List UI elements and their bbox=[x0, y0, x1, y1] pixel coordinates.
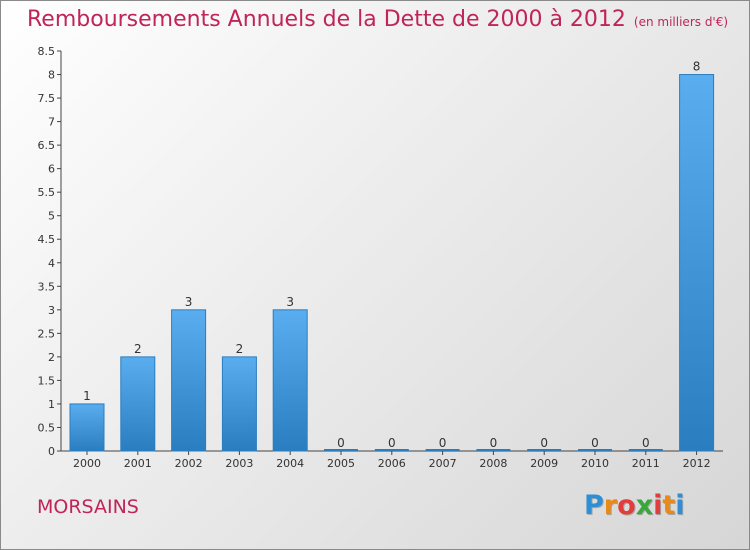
x-tick-label: 2008 bbox=[479, 457, 507, 470]
y-tick-label: 5 bbox=[48, 210, 55, 223]
bar-2001 bbox=[120, 356, 156, 452]
value-label-2008: 0 bbox=[490, 436, 498, 450]
value-label-2003: 2 bbox=[236, 342, 244, 356]
x-axis: 2000 2001 2002 2003 2004 2005 2006 2007 2008 2009… bbox=[61, 450, 723, 470]
x-tick-label: 2001 bbox=[124, 457, 152, 470]
logo-letter: i bbox=[675, 490, 685, 521]
y-tick-label: 3.5 bbox=[38, 280, 56, 293]
bar-2012 bbox=[679, 74, 715, 452]
value-label-2004: 3 bbox=[286, 295, 294, 309]
y-tick-label: 0.5 bbox=[38, 421, 56, 434]
y-tick-label: 1 bbox=[48, 398, 55, 411]
x-tick-label: 2009 bbox=[530, 457, 558, 470]
logo-letter: o bbox=[617, 490, 636, 521]
y-tick-label: 2.5 bbox=[38, 327, 56, 340]
x-tick-label: 2006 bbox=[378, 457, 406, 470]
bar-2004 bbox=[272, 309, 308, 452]
value-label-2010: 0 bbox=[591, 436, 599, 450]
proxiti-logo: Proxiti bbox=[584, 490, 685, 521]
logo-letter: r bbox=[603, 490, 618, 521]
logo-letter: t bbox=[662, 490, 676, 521]
value-label-2012: 8 bbox=[693, 60, 701, 74]
x-tick-label: 2012 bbox=[683, 457, 711, 470]
value-label-2002: 3 bbox=[185, 295, 193, 309]
y-tick-label: 6.5 bbox=[38, 139, 56, 152]
logo-letter: i bbox=[653, 490, 663, 521]
y-tick-label: 3 bbox=[48, 304, 55, 317]
chart-title: Remboursements Annuels de la Dette de 20… bbox=[27, 7, 728, 32]
chart-subtitle: (en milliers d'€) bbox=[633, 15, 729, 29]
x-tick-label: 2004 bbox=[276, 457, 304, 470]
logo-letter: P bbox=[584, 490, 604, 521]
value-label-2006: 0 bbox=[388, 436, 396, 450]
value-label-2005: 0 bbox=[337, 436, 345, 450]
title-text: Remboursements Annuels de la Dette de 20… bbox=[27, 7, 626, 32]
bar-2003 bbox=[221, 356, 257, 452]
y-tick-label: 6 bbox=[48, 163, 55, 176]
bar-2000 bbox=[69, 403, 105, 452]
x-tick-label: 2002 bbox=[175, 457, 203, 470]
value-label-2007: 0 bbox=[439, 436, 447, 450]
y-tick-label: 5.5 bbox=[38, 186, 56, 199]
y-tick-label: 0 bbox=[48, 445, 55, 458]
logo-letter: x bbox=[635, 490, 654, 521]
x-tick-label: 2005 bbox=[327, 457, 355, 470]
commune-name: MORSAINS bbox=[37, 496, 139, 518]
y-tick-label: 2 bbox=[48, 351, 55, 364]
y-axis: 0 0.5 1 1.5 2 2.5 3 3.5 4 4.5 5 5.5 6 6.5 7 7.5 8 8.5 bbox=[38, 45, 62, 458]
bar-series: 1 2 3 2 3 0 0 0 0 0 0 0 8 bbox=[69, 60, 715, 452]
y-tick-label: 7 bbox=[48, 116, 55, 129]
x-tick-label: 2003 bbox=[225, 457, 253, 470]
value-label-2001: 2 bbox=[134, 342, 142, 356]
value-label-2009: 0 bbox=[540, 436, 548, 450]
y-tick-label: 4.5 bbox=[38, 233, 56, 246]
y-tick-label: 7.5 bbox=[38, 92, 56, 105]
x-tick-label: 2010 bbox=[581, 457, 609, 470]
bar-2002 bbox=[171, 309, 207, 452]
value-label-2000: 1 bbox=[83, 389, 91, 403]
y-tick-label: 8 bbox=[48, 69, 55, 82]
y-tick-label: 4 bbox=[48, 257, 55, 270]
x-tick-label: 2011 bbox=[632, 457, 660, 470]
x-tick-label: 2007 bbox=[429, 457, 457, 470]
y-tick-label: 1.5 bbox=[38, 374, 56, 387]
y-tick-label: 8.5 bbox=[38, 45, 56, 58]
x-tick-label: 2000 bbox=[73, 457, 101, 470]
value-label-2011: 0 bbox=[642, 436, 650, 450]
